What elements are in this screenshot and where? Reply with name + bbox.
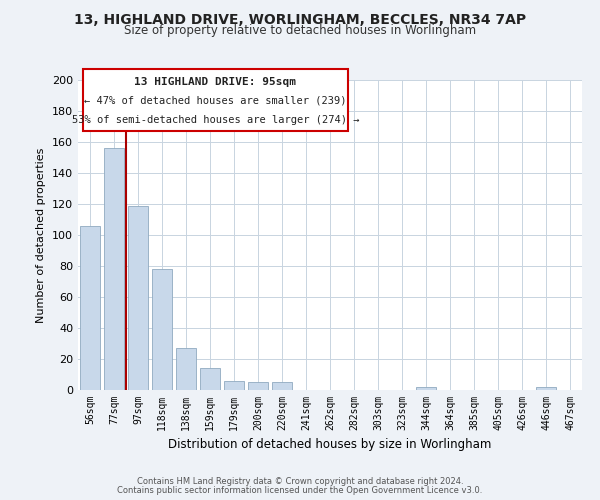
FancyBboxPatch shape [83,69,347,131]
Bar [224,380,244,390]
Text: Contains HM Land Registry data © Crown copyright and database right 2024.: Contains HM Land Registry data © Crown c… [137,477,463,486]
Bar [536,387,556,390]
Bar [200,368,220,390]
Bar [80,226,100,390]
Text: 13 HIGHLAND DRIVE: 95sqm: 13 HIGHLAND DRIVE: 95sqm [134,76,296,86]
Text: 13, HIGHLAND DRIVE, WORLINGHAM, BECCLES, NR34 7AP: 13, HIGHLAND DRIVE, WORLINGHAM, BECCLES,… [74,12,526,26]
Bar [176,348,196,390]
Bar [104,148,124,390]
Bar [416,387,436,390]
Bar [272,382,292,390]
Text: 53% of semi-detached houses are larger (274) →: 53% of semi-detached houses are larger (… [71,115,359,125]
Bar [248,382,268,390]
X-axis label: Distribution of detached houses by size in Worlingham: Distribution of detached houses by size … [169,438,491,452]
Y-axis label: Number of detached properties: Number of detached properties [37,148,46,322]
Text: Size of property relative to detached houses in Worlingham: Size of property relative to detached ho… [124,24,476,37]
Text: ← 47% of detached houses are smaller (239): ← 47% of detached houses are smaller (23… [84,95,347,105]
Bar [128,206,148,390]
Bar [152,269,172,390]
Text: Contains public sector information licensed under the Open Government Licence v3: Contains public sector information licen… [118,486,482,495]
